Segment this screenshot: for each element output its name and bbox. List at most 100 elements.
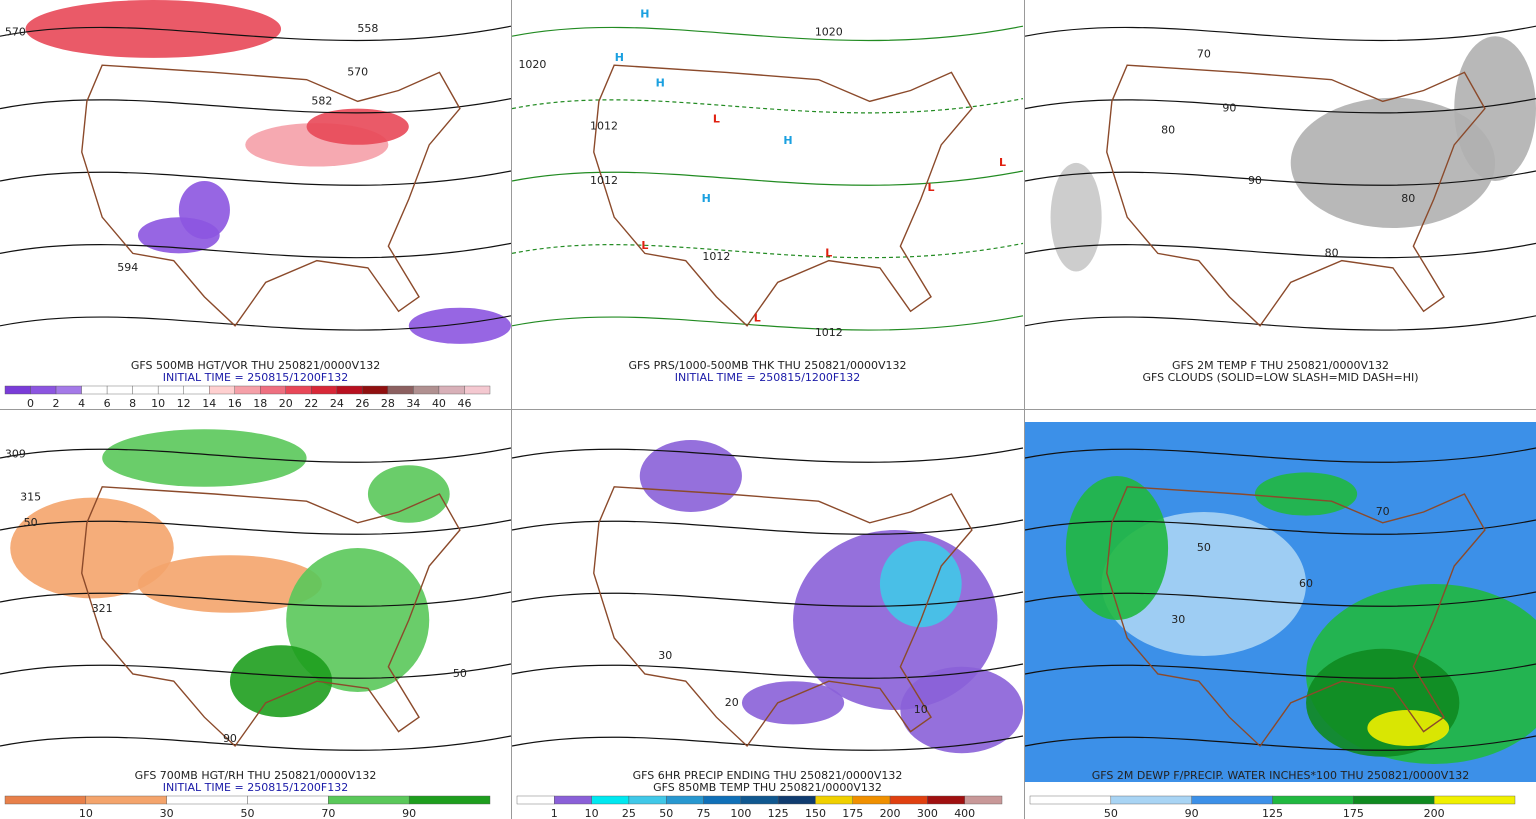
field-shading — [306, 108, 409, 145]
legend-swatch — [591, 795, 630, 805]
legend-swatch — [516, 795, 555, 805]
legend-swatch — [1272, 795, 1354, 805]
contour — [0, 663, 512, 679]
contour — [0, 25, 512, 42]
map-label: 321 — [92, 602, 113, 615]
legend-label: 4 — [78, 397, 85, 410]
field-shading — [367, 465, 450, 523]
contour — [1024, 242, 1536, 259]
legend-label: 200 — [880, 807, 901, 819]
caption: GFS CLOUDS (SOLID=LOW SLASH=MID DASH=HI) — [1142, 371, 1418, 384]
map-label: H — [640, 7, 649, 20]
legend-swatch — [408, 795, 491, 805]
legend-label: 34 — [406, 397, 420, 410]
legend-label: 400 — [954, 807, 975, 819]
contour — [511, 242, 1024, 259]
map-label: H — [783, 134, 792, 147]
caption: GFS 850MB TEMP THU 250821/0000V132 — [653, 781, 882, 794]
contour — [0, 591, 512, 607]
contour — [1024, 98, 1536, 114]
legend-label: 90 — [1185, 807, 1199, 819]
legend-swatch — [85, 795, 167, 805]
legend-swatch — [157, 385, 184, 395]
legend-label: 50 — [1104, 807, 1118, 819]
legend-swatch — [554, 795, 592, 805]
caption: GFS PRS/1000-500MB THK THU 250821/0000V1… — [628, 359, 906, 372]
us-outline — [1106, 64, 1486, 327]
legend-label: 18 — [253, 397, 267, 410]
legend-label: 16 — [228, 397, 242, 410]
panel: 30 20 10 GFS 6HR PRECIP ENDING THU 250821/0… — [511, 422, 1024, 819]
legend-label: 6 — [104, 397, 111, 410]
field-shading — [879, 540, 962, 628]
field-shading — [1454, 36, 1536, 181]
map-label: 582 — [311, 94, 332, 107]
legend-swatch — [1433, 795, 1516, 805]
legend-label: 150 — [805, 807, 826, 819]
field-shading — [102, 429, 307, 487]
legend-swatch — [1110, 795, 1192, 805]
legend-label: 24 — [330, 397, 344, 410]
legend-label: 22 — [304, 397, 318, 410]
legend-swatch — [4, 795, 87, 805]
contour — [511, 25, 1024, 42]
map-label: 558 — [357, 22, 378, 35]
legend-swatch — [1353, 795, 1435, 805]
map-label: 1012 — [702, 250, 730, 263]
legend-label: 75 — [697, 807, 711, 819]
legend-swatch — [387, 385, 414, 395]
legend-label: 20 — [279, 397, 293, 410]
field-shading — [1290, 97, 1496, 229]
legend-swatch — [166, 795, 248, 805]
map-label: 594 — [117, 261, 138, 274]
map-label: 10 — [914, 703, 928, 716]
map-label: L — [641, 239, 648, 252]
legend-swatch — [777, 795, 816, 805]
map-label: 90 — [1248, 174, 1262, 187]
us-outline — [81, 486, 461, 748]
contour — [1024, 591, 1536, 607]
legend-swatch — [927, 795, 965, 805]
legend-label: 10 — [79, 807, 93, 819]
contour — [0, 98, 512, 114]
map-label: 1012 — [590, 174, 618, 187]
map-label: 90 — [1222, 102, 1236, 115]
legend-swatch — [234, 385, 261, 395]
map-label: 570 — [347, 65, 368, 78]
map-label: 315 — [20, 491, 41, 504]
contour — [511, 663, 1024, 679]
legend-label: 0 — [27, 397, 34, 410]
legend-label: 50 — [241, 807, 255, 819]
map-label: 20 — [725, 696, 739, 709]
legend-swatch — [1191, 795, 1273, 805]
panel: 570 558 570 582 594 GFS 500MB HGT/VOR THU 250… — [0, 0, 512, 410]
contour — [1024, 25, 1536, 42]
legend-label: 175 — [1343, 807, 1364, 819]
contour — [511, 98, 1024, 114]
legend-swatch — [964, 795, 1003, 805]
caption: GFS 2M DEWP F/PRECIP. WATER INCHES*100 T… — [1092, 769, 1470, 782]
map-label: 309 — [5, 447, 26, 460]
contour — [511, 519, 1024, 535]
field-shading — [741, 681, 845, 725]
legend-label: 300 — [917, 807, 938, 819]
legend-label: 1 — [551, 807, 558, 819]
legend-swatch — [464, 385, 491, 395]
legend-label: 2 — [53, 397, 60, 410]
contour — [0, 242, 512, 259]
map-label: 50 — [24, 516, 38, 529]
map-label: H — [656, 76, 665, 89]
legend-swatch — [438, 385, 465, 395]
field-shading — [229, 645, 333, 718]
caption: GFS 6HR PRECIP ENDING THU 250821/0000V13… — [633, 769, 903, 782]
field-shading — [408, 307, 511, 344]
legend-swatch — [889, 795, 928, 805]
map-label: 30 — [1171, 613, 1185, 626]
map-label: 80 — [1325, 246, 1339, 259]
map-label: 80 — [1161, 123, 1175, 136]
field-shading — [1367, 710, 1450, 746]
legend-label: 46 — [457, 397, 471, 410]
caption: GFS 500MB HGT/VOR THU 250821/0000V132 — [131, 359, 380, 372]
contour — [1024, 519, 1536, 535]
